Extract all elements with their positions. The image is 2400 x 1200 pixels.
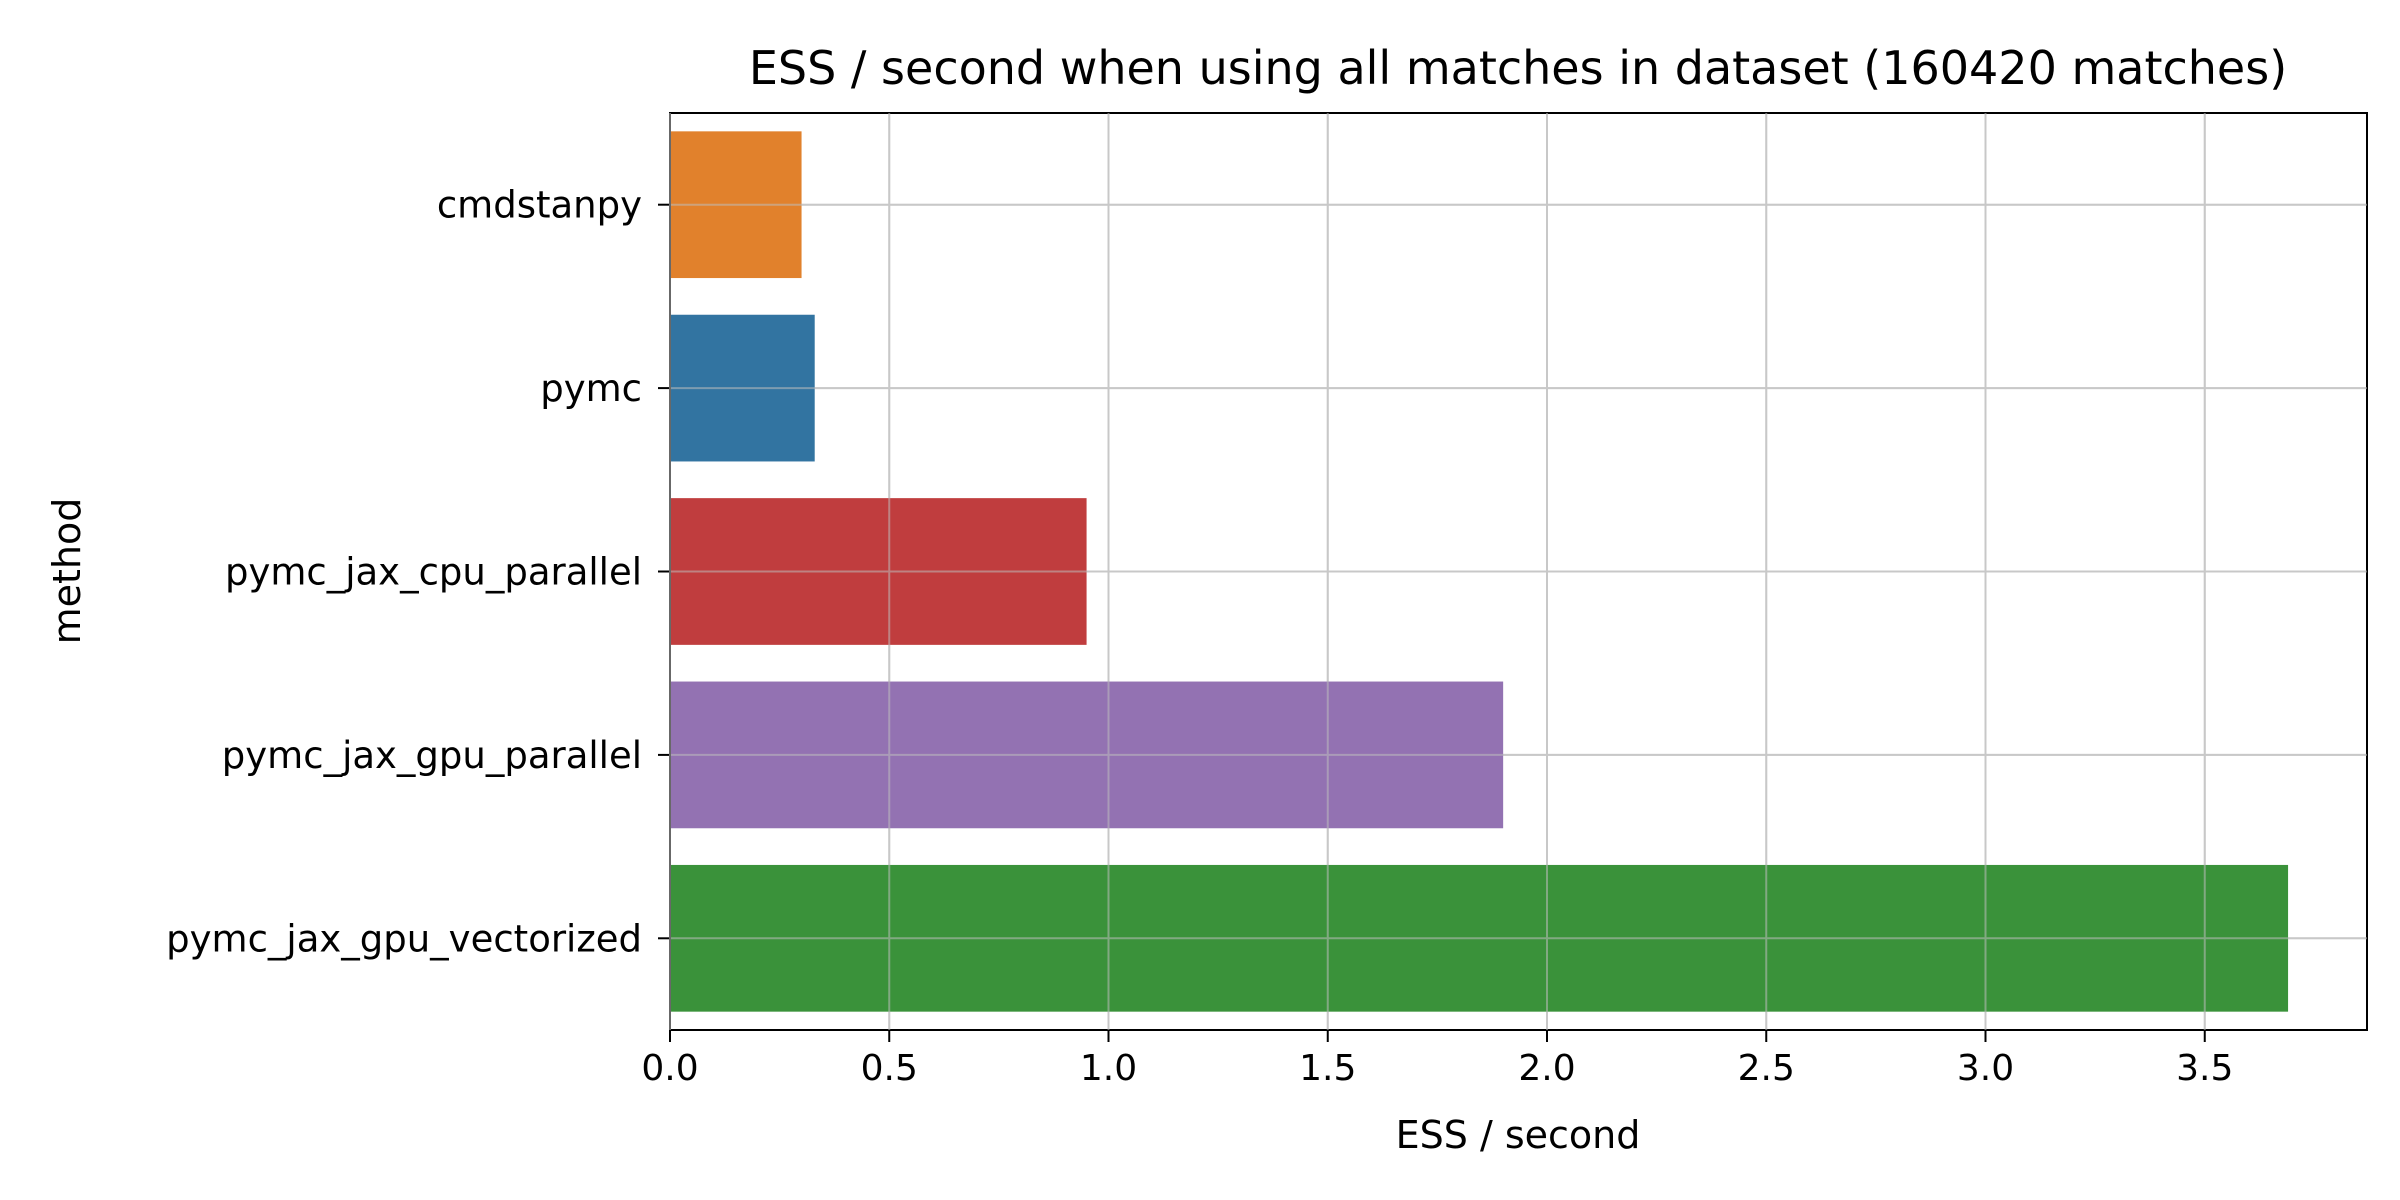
x-tick-label: 0.5 <box>861 1048 918 1089</box>
category-label: pymc_jax_gpu_vectorized <box>166 917 642 960</box>
x-axis-label: ESS / second <box>1396 1113 1641 1157</box>
x-tick-label: 3.0 <box>1957 1048 2014 1089</box>
x-tick-label: 2.5 <box>1738 1048 1795 1089</box>
x-tick-label: 3.5 <box>2176 1048 2233 1089</box>
ticks: 0.0 0.5 1.0 1.5 2.0 2.5 3.0 3.5 cmdstanpy pymc pym… <box>166 184 2233 1089</box>
chart-title: ESS / second when using all matches in d… <box>749 41 2287 95</box>
category-label: pymc_jax_cpu_parallel <box>225 551 642 594</box>
y-axis-label: method <box>45 498 89 645</box>
x-tick-label: 0.0 <box>641 1048 698 1089</box>
category-label: cmdstanpy <box>437 184 642 227</box>
category-label: pymc <box>540 367 642 410</box>
x-tick-label: 1.0 <box>1080 1048 1137 1089</box>
x-tick-label: 2.0 <box>1518 1048 1575 1089</box>
x-tick-label: 1.5 <box>1299 1048 1356 1089</box>
gridlines-overlay <box>669 113 2367 1030</box>
category-label: pymc_jax_gpu_parallel <box>222 734 642 777</box>
